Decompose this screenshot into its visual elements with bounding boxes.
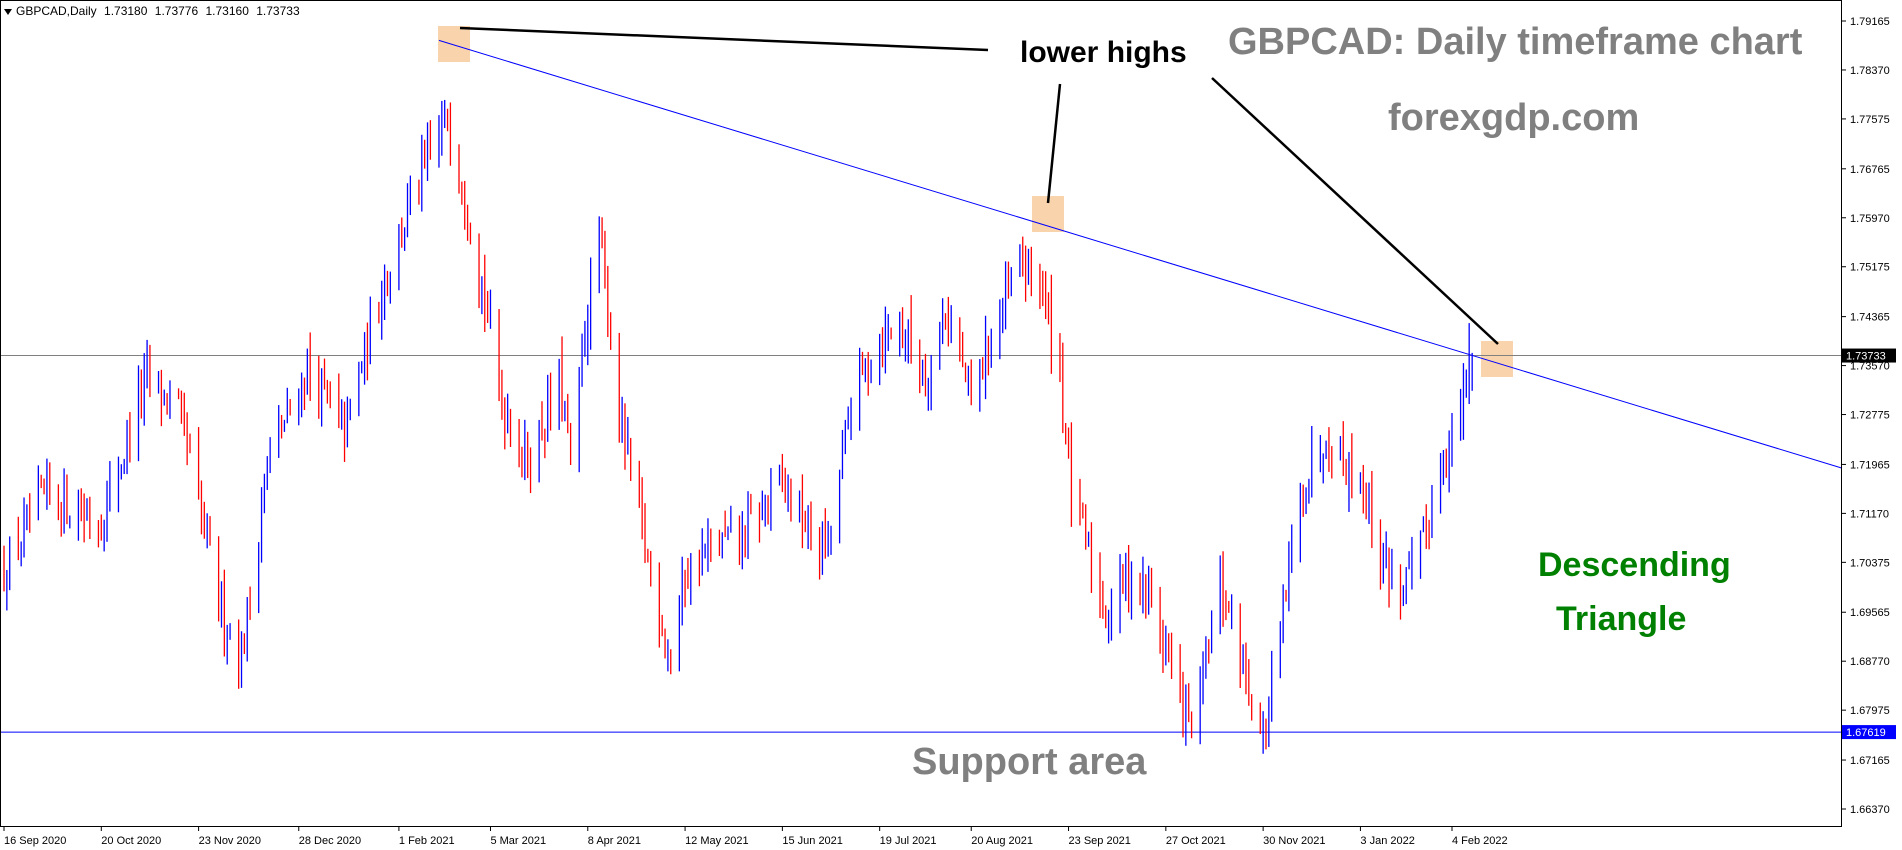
x-tick-label-3: 28 Dec 2020 bbox=[299, 835, 361, 847]
y-tick-label-0: 1.79165 bbox=[1850, 16, 1890, 28]
time-axis: 16 Sep 2020 20 Oct 2020 23 Nov 2020 28 Dec … bbox=[3, 827, 1508, 847]
symbol-name: GBPCAD,Daily bbox=[16, 4, 97, 18]
ohlc-close: 1.73733 bbox=[256, 4, 300, 18]
y-tick-label-16: 1.66370 bbox=[1850, 804, 1890, 816]
y-tick-label-15: 1.67165 bbox=[1850, 755, 1890, 767]
x-tick-label-11: 23 Sep 2021 bbox=[1069, 835, 1131, 847]
x-tick-label-0: 16 Sep 2020 bbox=[4, 835, 66, 847]
ohlc-open: 1.73180 bbox=[104, 4, 148, 18]
y-tick-label-3: 1.76765 bbox=[1850, 164, 1890, 176]
price-lines bbox=[0, 355, 1842, 733]
pointer-line-2 bbox=[1046, 83, 1062, 204]
x-tick-label-7: 12 May 2021 bbox=[685, 835, 749, 847]
pointer-line-1 bbox=[459, 26, 989, 52]
y-tick-label-10: 1.71170 bbox=[1850, 508, 1889, 520]
y-tick-label-12: 1.69565 bbox=[1850, 607, 1890, 619]
support-area-label: Support area bbox=[912, 741, 1147, 783]
annotations: lower highs GBPCAD: Daily timeframe char… bbox=[459, 21, 1803, 783]
x-tick-label-13: 30 Nov 2021 bbox=[1263, 835, 1325, 847]
x-tick-label-8: 15 Jun 2021 bbox=[782, 835, 843, 847]
y-tick-label-13: 1.68770 bbox=[1850, 656, 1890, 668]
x-tick-label-6: 8 Apr 2021 bbox=[588, 835, 641, 847]
y-tick-label-11: 1.70375 bbox=[1850, 557, 1890, 569]
x-tick-label-1: 20 Oct 2020 bbox=[101, 835, 161, 847]
y-tick-label-9: 1.71965 bbox=[1850, 459, 1890, 471]
collapse-triangle-icon[interactable] bbox=[4, 8, 12, 15]
plot-border bbox=[0, 0, 1842, 827]
x-tick-label-5: 5 Mar 2021 bbox=[490, 835, 546, 847]
price-axis: 1.79165 1.78370 1.77575 1.76765 1.75970 1.751… bbox=[1842, 16, 1896, 816]
candles bbox=[3, 99, 1473, 754]
x-tick-label-14: 3 Jan 2022 bbox=[1360, 835, 1414, 847]
y-tick-label-2: 1.77575 bbox=[1850, 114, 1890, 126]
ohlc-high: 1.73776 bbox=[154, 4, 199, 18]
lower-highs-label: lower highs bbox=[1020, 36, 1187, 69]
highlight-box-3 bbox=[1481, 341, 1513, 377]
x-tick-label-12: 27 Oct 2021 bbox=[1166, 835, 1226, 847]
pointer-line-3 bbox=[1211, 77, 1499, 345]
current-price-label: 1.73733 bbox=[1846, 351, 1886, 363]
x-tick-label-4: 1 Feb 2021 bbox=[399, 835, 455, 847]
site-label: forexgdp.com bbox=[1388, 97, 1639, 139]
support-price-label: 1.67619 bbox=[1846, 727, 1886, 739]
highlight-boxes bbox=[438, 26, 1513, 377]
x-tick-label-10: 20 Aug 2021 bbox=[971, 835, 1033, 847]
x-tick-label-2: 23 Nov 2020 bbox=[199, 835, 261, 847]
y-tick-label-7: 1.73570 bbox=[1850, 361, 1890, 373]
y-tick-label-8: 1.72775 bbox=[1850, 410, 1890, 422]
y-tick-label-4: 1.75970 bbox=[1850, 213, 1890, 225]
support-price-box bbox=[1842, 725, 1896, 740]
pattern-label-line2: Triangle bbox=[1556, 600, 1686, 638]
pattern-label-line1: Descending bbox=[1538, 546, 1731, 584]
trendlines bbox=[438, 39, 1843, 469]
y-tick-label-6: 1.74365 bbox=[1850, 312, 1890, 324]
highlight-box-1 bbox=[438, 26, 470, 62]
y-tick-label-1: 1.78370 bbox=[1850, 65, 1890, 77]
y-tick-label-14: 1.67975 bbox=[1850, 705, 1890, 717]
x-tick-label-9: 19 Jul 2021 bbox=[880, 835, 937, 847]
chart-frame bbox=[0, 0, 1842, 827]
y-tick-label-5: 1.75175 bbox=[1850, 262, 1890, 274]
chart-title: GBPCAD: Daily timeframe chart bbox=[1228, 21, 1803, 63]
ohlc-low: 1.73160 bbox=[205, 4, 249, 18]
x-tick-label-15: 4 Feb 2022 bbox=[1452, 835, 1508, 847]
descending-trendline bbox=[438, 39, 1843, 469]
symbol-header: GBPCAD,Daily 1.73180 1.73776 1.73160 1.7… bbox=[4, 4, 304, 18]
current-price-box bbox=[1842, 348, 1896, 363]
